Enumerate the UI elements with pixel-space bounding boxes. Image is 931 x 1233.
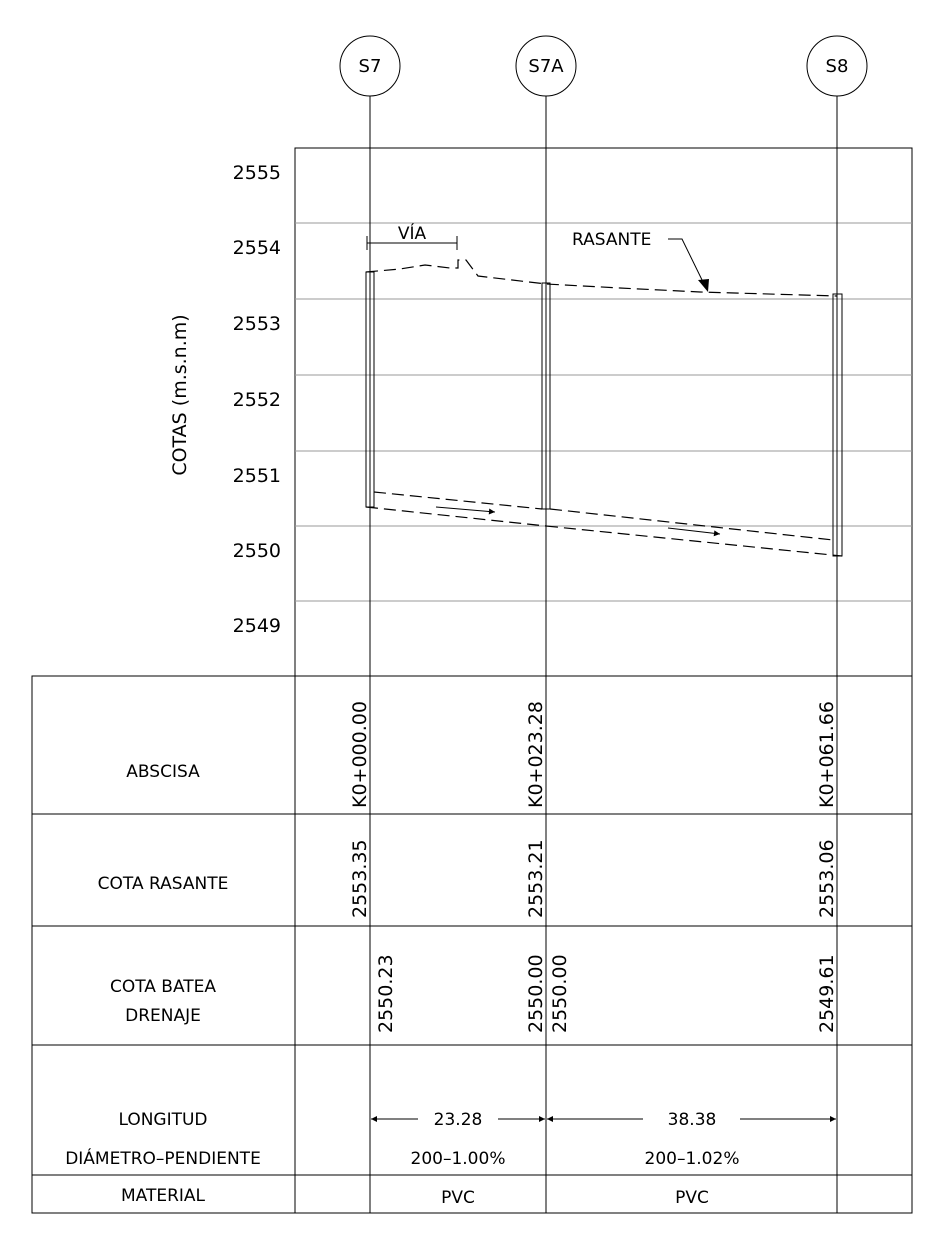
profile-frame <box>294 147 913 677</box>
data-table <box>31 675 913 1214</box>
cota-batea-value: 2550.00 <box>549 954 571 1033</box>
rasante-label: RASANTE <box>572 230 651 250</box>
cota-batea-value: 2550.23 <box>375 954 397 1033</box>
elevation-tick: 2552 <box>233 389 281 411</box>
row-label-drenaje: DRENAJE <box>125 1006 201 1026</box>
via-label: VÍA <box>398 222 427 244</box>
elevation-tick: 2551 <box>233 465 281 487</box>
elevation-tick: 2550 <box>233 540 281 562</box>
elevation-axis-label: COTAS (m.s.n.m) <box>169 314 191 475</box>
row-label-material: MATERIAL <box>121 1186 206 1206</box>
cota-batea-value: 2549.61 <box>816 954 838 1033</box>
row-label-cota-batea: COTA BATEA <box>110 977 216 997</box>
elevation-gridlines <box>295 222 912 602</box>
cota-batea-value: 2550.00 <box>525 954 547 1033</box>
manhole-s7a <box>541 282 551 510</box>
station-label-s7a: S7A <box>528 56 564 77</box>
length-dimension-1: 23.28 <box>371 1110 545 1130</box>
elevation-tick: 2554 <box>233 237 281 259</box>
elevation-tick: 2553 <box>233 313 281 335</box>
diameter-slope-value: 200–1.00% <box>411 1149 506 1169</box>
row-label-longitud: LONGITUD <box>118 1110 207 1130</box>
row-label-abscisa: ABSCISA <box>126 762 200 782</box>
abscisa-value: K0+023.28 <box>525 701 547 808</box>
rasante-callout: RASANTE <box>572 230 709 292</box>
diameter-slope-value: 200–1.02% <box>645 1149 740 1169</box>
pipe-segment-2 <box>545 508 843 557</box>
via-dimension: VÍA <box>366 222 458 250</box>
station-node-s8: S8 <box>806 35 868 97</box>
pipe-segment-1 <box>365 491 547 527</box>
cota-rasante-value: 2553.06 <box>816 839 838 918</box>
elevation-tick-labels: 2555 2554 2553 2552 2551 2550 2549 <box>233 162 281 637</box>
station-vertical-lines <box>369 96 838 1213</box>
length-value: 38.38 <box>668 1110 717 1130</box>
material-value: PVC <box>441 1188 475 1208</box>
cota-rasante-value: 2553.21 <box>525 839 547 918</box>
station-node-s7a: S7A <box>515 35 577 97</box>
material-value: PVC <box>675 1188 709 1208</box>
length-dimension-2: 38.38 <box>547 1110 836 1130</box>
length-value: 23.28 <box>434 1110 483 1130</box>
flow-arrow-2 <box>667 527 721 537</box>
elevation-tick: 2555 <box>233 162 281 184</box>
abscisa-value: K0+000.00 <box>349 701 371 808</box>
station-node-s7: S7 <box>339 35 401 97</box>
station-label-s7: S7 <box>359 56 382 77</box>
station-label-s8: S8 <box>826 56 849 77</box>
flow-arrow-1 <box>435 506 496 515</box>
row-label-diametro: DIÁMETRO–PENDIENTE <box>65 1147 261 1169</box>
elevation-tick: 2549 <box>233 615 281 637</box>
ground-level-profile <box>365 259 838 297</box>
row-label-cota-rasante: COTA RASANTE <box>98 874 229 894</box>
cota-rasante-value: 2553.35 <box>349 839 371 918</box>
abscisa-value: K0+061.66 <box>816 701 838 808</box>
